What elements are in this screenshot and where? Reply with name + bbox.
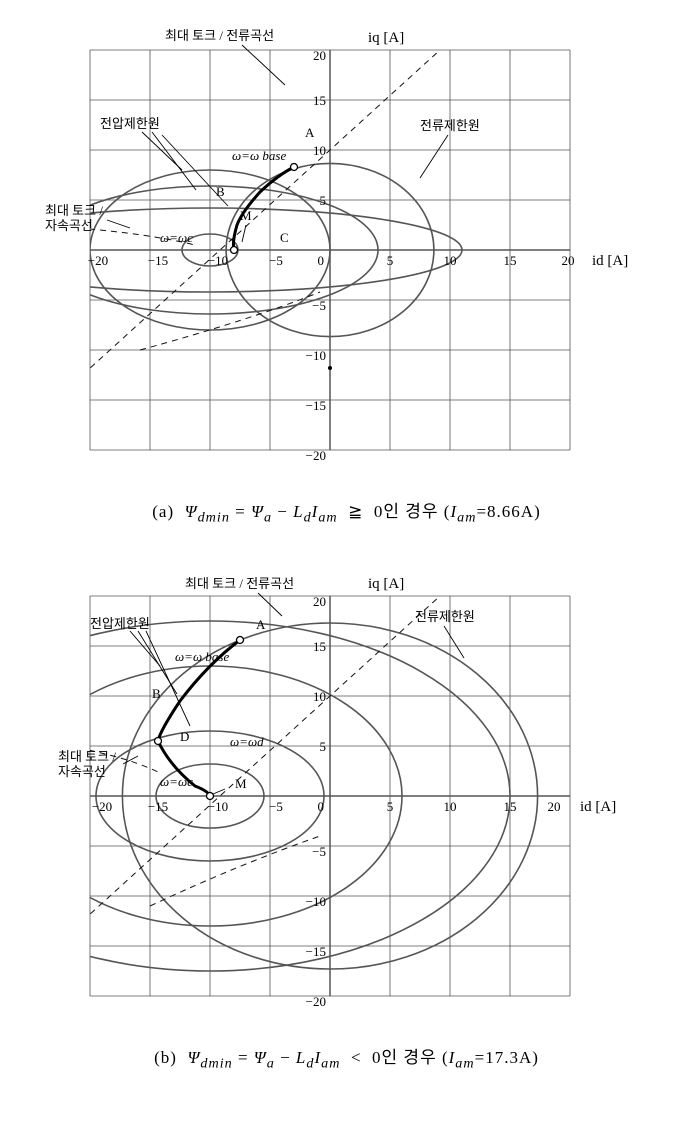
svg-text:15: 15 (504, 253, 517, 268)
svg-text:20: 20 (313, 48, 326, 63)
ann-mtflux-a-2: 자속곡선 (45, 218, 93, 233)
svg-text:5: 5 (320, 739, 327, 754)
ticks-b: −20 −15 −10 −5 0 5 10 15 20 20 15 10 5 −… (92, 594, 561, 1009)
svg-text:0: 0 (318, 799, 325, 814)
ann-B-a: B (216, 184, 225, 199)
figure-a: −20 −15 −10 −5 0 5 10 15 20 20 15 10 5 −… (10, 20, 683, 526)
ann-vlimit-b: 전압제한원 (90, 616, 150, 631)
svg-text:0: 0 (318, 253, 325, 268)
svg-text:10: 10 (444, 799, 457, 814)
caption-a: (a) Ψdmin = Ψa − LdIam ≧ 0인 경우 (Iam=8.66… (10, 497, 683, 526)
ann-wd-b: ω=ωd (230, 734, 264, 749)
ann-mtpa-b: 최대 토크 / 전류곡선 (185, 576, 294, 591)
svg-text:10: 10 (313, 689, 326, 704)
svg-text:−15: −15 (306, 944, 326, 959)
svg-text:15: 15 (504, 799, 517, 814)
svg-text:15: 15 (313, 639, 326, 654)
ann-D-b: D (180, 729, 189, 744)
ann-C-a: C (280, 230, 289, 245)
ann-M-b: M (235, 776, 247, 791)
ann-mtflux-b-1: 최대 토크 / (58, 749, 116, 764)
svg-text:−15: −15 (306, 398, 326, 413)
ann-vlimit-a: 전압제한원 (100, 116, 160, 131)
grid-b (90, 596, 570, 996)
arrow-lines-a (107, 45, 448, 242)
id-axis-label-b: id [A] (580, 799, 616, 815)
ann-B-b: B (152, 686, 161, 701)
ann-A-b: A (256, 617, 266, 632)
svg-text:−5: −5 (312, 298, 326, 313)
annotations-a: 최대 토크 / 전류곡선 전압제한원 전류제한원 최대 토크 / 자속곡선 ω=… (45, 28, 480, 245)
svg-text:10: 10 (444, 253, 457, 268)
svg-text:−10: −10 (208, 799, 228, 814)
ann-A-a: A (305, 125, 315, 140)
svg-text:−20: −20 (88, 253, 108, 268)
svg-text:5: 5 (320, 193, 327, 208)
ticks-a: −20 −15 −10 −5 0 5 10 15 20 20 15 10 5 −… (88, 48, 575, 463)
ann-mtflux-a-1: 최대 토크 / (45, 203, 103, 218)
ann-mtflux-b-2: 자속곡선 (58, 764, 106, 779)
ann-wc-b: ω=ωc (160, 774, 193, 789)
svg-text:5: 5 (387, 799, 394, 814)
svg-text:10: 10 (313, 143, 326, 158)
annotations-b: 최대 토크 / 전류곡선 전압제한원 전류제한원 최대 토크 / 자속곡선 ω=… (58, 576, 475, 791)
ann-climit-a: 전류제한원 (420, 118, 480, 133)
svg-text:−5: −5 (269, 253, 283, 268)
chart-b-svg: −20 −15 −10 −5 0 5 10 15 20 20 15 10 5 −… (10, 566, 650, 1026)
svg-text:−5: −5 (269, 799, 283, 814)
svg-text:−5: −5 (312, 844, 326, 859)
caption-b: (b) Ψdmin = Ψa − LdIam < 0인 경우 (Iam=17.3… (10, 1043, 683, 1072)
svg-text:−20: −20 (306, 448, 326, 463)
svg-text:−20: −20 (92, 799, 112, 814)
svg-text:−15: −15 (148, 799, 168, 814)
ann-M-a: M (240, 208, 252, 223)
svg-text:−15: −15 (148, 253, 168, 268)
ann-wbase-a: ω=ω base (232, 148, 286, 163)
svg-text:−10: −10 (306, 894, 326, 909)
svg-text:−10: −10 (306, 348, 326, 363)
chart-a-svg: −20 −15 −10 −5 0 5 10 15 20 20 15 10 5 −… (10, 20, 650, 480)
svg-text:−10: −10 (208, 253, 228, 268)
ann-wc-a: ω=ωc (160, 230, 193, 245)
svg-text:20: 20 (562, 253, 575, 268)
svg-text:15: 15 (313, 93, 326, 108)
figure-b: −20 −15 −10 −5 0 5 10 15 20 20 15 10 5 −… (10, 566, 683, 1072)
chart-a-svg-container: −20 −15 −10 −5 0 5 10 15 20 20 15 10 5 −… (10, 20, 683, 485)
svg-text:20: 20 (313, 594, 326, 609)
ann-climit-b: 전류제한원 (415, 609, 475, 624)
svg-text:20: 20 (548, 799, 561, 814)
chart-b-svg-container: −20 −15 −10 −5 0 5 10 15 20 20 15 10 5 −… (10, 566, 683, 1031)
svg-text:5: 5 (387, 253, 394, 268)
iq-axis-label-b: iq [A] (368, 576, 404, 592)
mtpa-lower-a (140, 292, 320, 350)
id-axis-label-a: id [A] (592, 253, 628, 269)
mtpa-lower-b (150, 836, 320, 906)
ann-wbase-b: ω=ω base (175, 649, 229, 664)
iq-axis-label-a: iq [A] (368, 30, 404, 46)
ann-mtpa-a: 최대 토크 / 전류곡선 (165, 28, 274, 43)
svg-text:−20: −20 (306, 994, 326, 1009)
